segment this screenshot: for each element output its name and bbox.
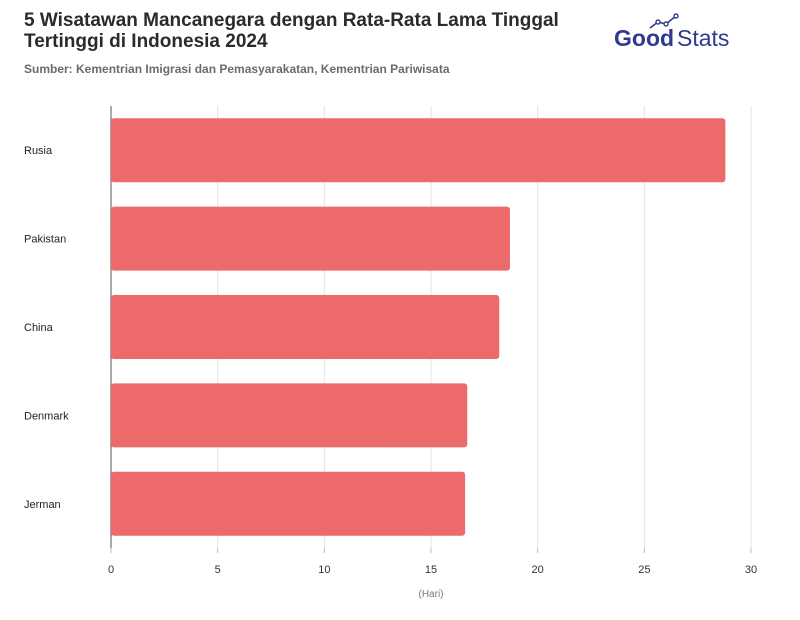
x-tick-label: 25: [638, 564, 650, 576]
goodstats-logo: Good Stats: [614, 13, 729, 51]
bar-pakistan: [111, 206, 510, 271]
svg-text:Good: Good: [614, 25, 674, 51]
x-tick-label: 0: [108, 564, 114, 576]
bar-rusia: [111, 118, 726, 183]
chart-title: 5 Wisatawan Mancanegara dengan Rata-Rata…: [24, 10, 559, 52]
x-tick-label: 20: [532, 564, 544, 576]
chart-source: Sumber: Kementrian Imigrasi dan Pemasyar…: [24, 62, 450, 76]
bar-china: [111, 295, 500, 359]
y-category-label: China: [24, 322, 54, 334]
x-tick-label: 30: [745, 564, 757, 576]
y-category-label: Rusia: [24, 145, 53, 157]
y-category-label: Denmark: [24, 410, 69, 422]
x-tick-label: 5: [215, 564, 221, 576]
x-axis-title: (Hari): [419, 589, 444, 600]
bar-denmark: [111, 383, 468, 448]
bar-jerman: [111, 471, 466, 536]
y-category-label: Jerman: [24, 499, 61, 511]
x-tick-label: 15: [425, 564, 437, 576]
x-tick-label: 10: [318, 564, 330, 576]
svg-text:Stats: Stats: [677, 25, 729, 51]
y-category-label: Pakistan: [24, 234, 66, 246]
